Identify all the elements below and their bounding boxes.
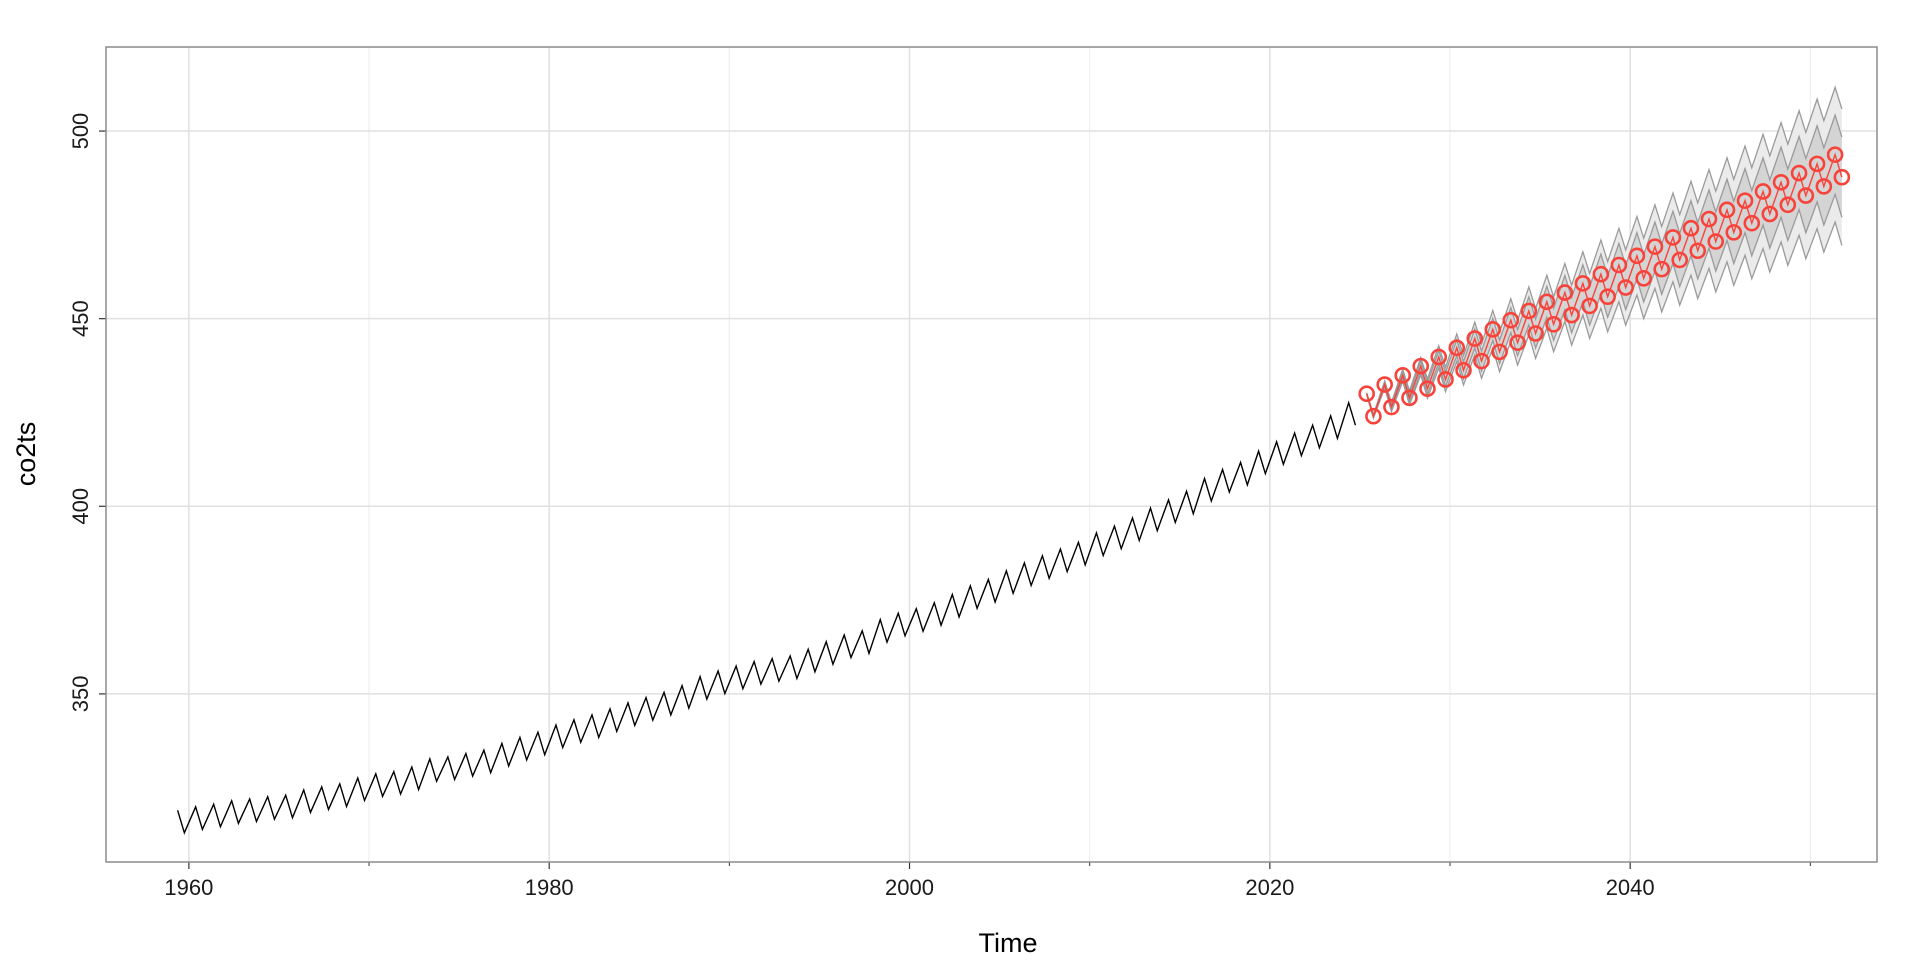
point-marker — [1689, 242, 1707, 260]
point-marker — [1761, 205, 1779, 223]
series-line — [176, 400, 1357, 835]
point-marker — [1617, 279, 1634, 296]
point-marker — [1653, 260, 1671, 278]
point-marker — [1779, 196, 1797, 214]
point-marker — [1509, 334, 1526, 351]
x-tick-label: 2000 — [885, 875, 934, 900]
point-marker — [1790, 164, 1808, 182]
point-marker — [1473, 352, 1490, 370]
point-marker — [1736, 192, 1754, 209]
plot-border — [105, 46, 1878, 863]
y-tick-label: 450 — [68, 300, 93, 337]
y-tick-label: 500 — [68, 113, 93, 150]
point-marker — [1455, 361, 1472, 379]
point-marker — [1401, 389, 1418, 407]
point-marker — [1754, 183, 1772, 200]
point-marker — [1682, 219, 1700, 237]
point-marker — [1437, 371, 1454, 388]
point-marker — [1815, 178, 1833, 195]
point-marker — [1556, 284, 1574, 301]
y-tick-label: 350 — [68, 676, 93, 713]
point-marker — [1358, 385, 1375, 403]
x-tick-label: 2040 — [1606, 875, 1655, 900]
point-marker — [1484, 321, 1502, 338]
plot-area — [176, 85, 1851, 835]
point-marker — [1635, 270, 1652, 287]
point-marker — [1599, 288, 1616, 306]
x-axis-title: Time — [979, 928, 1038, 958]
point-marker — [1707, 233, 1725, 250]
point-marker — [1772, 173, 1790, 191]
point-marker — [1664, 229, 1682, 246]
point-marker — [1826, 146, 1844, 163]
band-edge — [1366, 85, 1843, 417]
point-marker — [1808, 155, 1826, 173]
point-marker — [1527, 325, 1544, 342]
x-tick-label: 2020 — [1245, 875, 1294, 900]
point-marker — [1725, 224, 1743, 241]
y-tick-label: 400 — [68, 488, 93, 525]
point-marker — [1466, 330, 1484, 347]
point-marker — [1545, 315, 1562, 333]
point-marker — [1574, 275, 1592, 292]
band-edge — [1366, 113, 1843, 418]
point-marker — [1592, 265, 1610, 283]
point-marker — [1581, 297, 1598, 315]
x-tick-label: 1960 — [164, 875, 213, 900]
point-marker — [1448, 339, 1466, 357]
x-tick-label: 1980 — [525, 875, 574, 900]
point-marker — [1376, 376, 1394, 393]
band-edge — [1366, 192, 1843, 420]
point-marker — [1671, 251, 1689, 269]
point-marker — [1430, 348, 1448, 366]
point-marker — [1383, 398, 1400, 416]
point-marker — [1610, 256, 1628, 274]
point-marker — [1743, 214, 1761, 232]
series-line — [1366, 152, 1843, 419]
point-marker — [1520, 302, 1538, 320]
point-marker — [1718, 201, 1736, 219]
point-marker — [1538, 293, 1556, 311]
point-marker — [1797, 187, 1815, 204]
y-axis-title: co2ts — [11, 422, 41, 487]
point-marker — [1646, 238, 1664, 255]
point-marker — [1412, 357, 1430, 375]
point-marker — [1394, 367, 1412, 384]
point-marker — [1502, 311, 1520, 329]
point-marker — [1628, 247, 1646, 265]
point-marker — [1563, 306, 1580, 324]
point-marker — [1365, 407, 1382, 425]
point-marker — [1491, 343, 1508, 361]
point-marker — [1833, 168, 1851, 186]
point-marker — [1700, 210, 1718, 228]
point-marker — [1419, 380, 1436, 397]
